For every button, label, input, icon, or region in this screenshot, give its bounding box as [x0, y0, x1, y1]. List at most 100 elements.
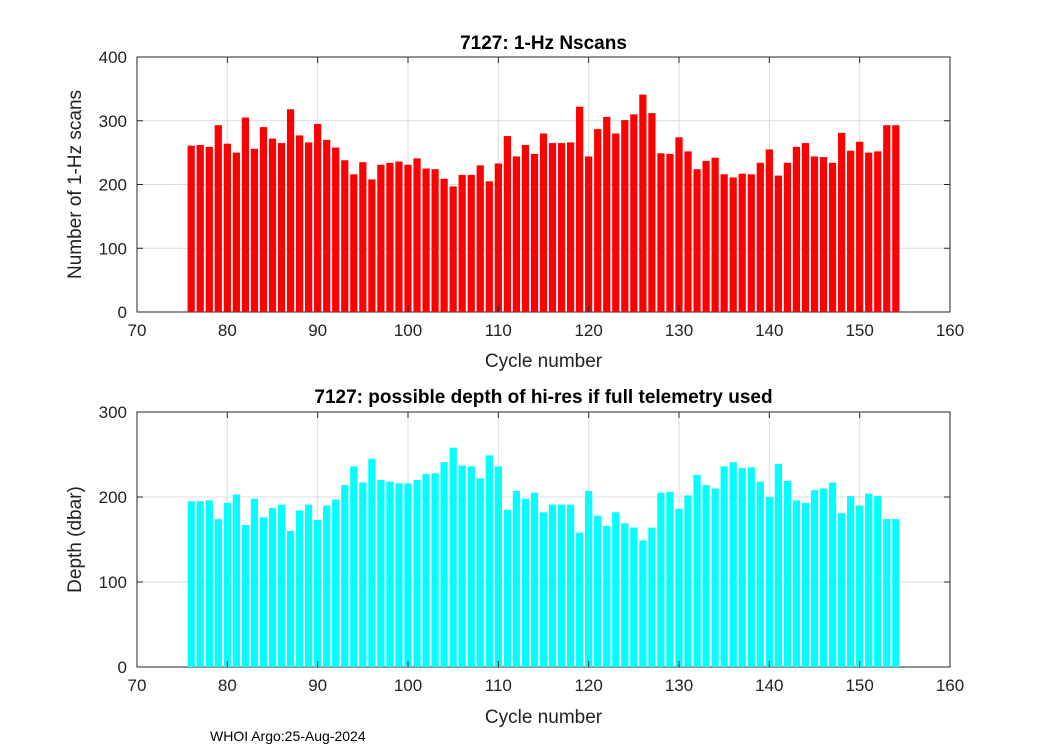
depth-bar — [223, 502, 231, 667]
nscans-bar — [223, 143, 231, 312]
depth-bar — [576, 532, 584, 667]
nscans-x-tick-label: 80 — [218, 321, 237, 340]
depth-chart-title: 7127: possible depth of hi-res if full t… — [314, 387, 772, 408]
depth-bar — [801, 502, 810, 667]
depth-bar — [205, 500, 213, 667]
nscans-x-tick-label: 160 — [936, 321, 964, 340]
nscans-x-tick-label: 70 — [128, 321, 147, 340]
nscans-bar — [386, 162, 394, 312]
nscans-bar — [359, 162, 367, 312]
nscans-bar — [332, 147, 340, 312]
depth-x-axis-label: Cycle number — [485, 707, 603, 728]
depth-bar — [286, 531, 295, 667]
nscans-bar — [341, 160, 349, 312]
nscans-bar — [819, 157, 828, 312]
nscans-x-tick-label: 140 — [755, 321, 783, 340]
depth-bar — [828, 482, 837, 667]
nscans-bar — [657, 153, 665, 312]
nscans-bar — [630, 114, 638, 312]
nscans-bar — [286, 109, 295, 313]
depth-bar — [711, 488, 719, 667]
depth-bar — [350, 466, 358, 667]
nscans-bar — [232, 152, 240, 312]
depth-bar — [738, 468, 746, 667]
nscans-bar — [314, 123, 322, 312]
depth-bar — [512, 491, 521, 667]
depth-bar — [539, 512, 548, 667]
depth-bar — [792, 500, 801, 667]
depth-y-tick-label: 100 — [99, 573, 127, 592]
depth-bar — [386, 481, 394, 667]
nscans-y-tick-label: 100 — [99, 239, 127, 258]
nscans-bar — [783, 162, 792, 312]
depth-bar — [431, 473, 439, 667]
depth-bar — [693, 474, 701, 667]
depth-bar — [359, 482, 367, 667]
nscans-chart-title: 7127: 1-Hz Nscans — [460, 33, 627, 54]
nscans-bar — [801, 143, 810, 312]
depth-x-tick-label: 80 — [218, 676, 237, 695]
depth-bar — [856, 505, 864, 667]
depth-bar — [395, 483, 403, 667]
depth-bars — [187, 447, 900, 667]
depth-bar — [458, 465, 466, 667]
depth-bar — [747, 467, 755, 667]
nscans-bar — [323, 139, 331, 312]
depth-bar — [837, 513, 846, 667]
depth-x-tick-label: 150 — [845, 676, 873, 695]
depth-bar — [774, 463, 782, 667]
nscans-bar — [350, 174, 358, 312]
nscans-bar — [756, 162, 764, 312]
nscans-bar — [648, 113, 656, 312]
depth-bar — [440, 462, 448, 667]
nscans-x-tick-label: 120 — [574, 321, 602, 340]
depth-bar — [323, 505, 331, 667]
nscans-x-axis-label: Cycle number — [485, 351, 603, 372]
nscans-bar — [295, 135, 304, 312]
depth-x-tick-label: 160 — [936, 676, 964, 695]
nscans-bar — [431, 169, 439, 312]
depth-bar — [892, 519, 900, 667]
depth-bar — [250, 498, 259, 667]
depth-bar — [476, 478, 484, 667]
depth-bar — [874, 496, 882, 667]
depth-bar — [196, 501, 204, 667]
depth-bar — [295, 510, 304, 667]
nscans-x-tick-label: 130 — [665, 321, 693, 340]
nscans-bars — [187, 94, 900, 313]
nscans-bar — [847, 150, 855, 312]
nscans-bar — [693, 169, 701, 312]
depth-bar — [259, 517, 268, 667]
nscans-bar — [621, 120, 629, 312]
nscans-bar — [666, 153, 674, 312]
depth-bar — [765, 497, 773, 667]
nscans-bar — [512, 156, 521, 312]
nscans-bar — [792, 146, 801, 312]
nscans-bar — [214, 125, 222, 313]
nscans-bar — [485, 181, 493, 312]
nscans-bar — [774, 175, 782, 312]
depth-bar — [503, 509, 511, 667]
depth-bar — [521, 498, 530, 667]
nscans-bar — [467, 174, 475, 312]
depth-bar — [530, 492, 539, 667]
depth-x-tick-label: 90 — [308, 676, 327, 695]
nscans-bar — [187, 145, 195, 312]
depth-y-ticks: 0 100 200 300 — [99, 403, 950, 677]
depth-x-tick-label: 110 — [485, 676, 512, 695]
nscans-bar — [675, 137, 683, 312]
depth-bar — [648, 527, 656, 667]
depth-bar — [847, 496, 855, 667]
depth-bar — [277, 504, 286, 667]
nscans-bar — [268, 138, 277, 312]
nscans-bar — [259, 127, 268, 312]
depth-bar — [621, 523, 629, 667]
depth-x-ticks: 70 80 90 100 110 120 130 140 150 160 — [128, 412, 964, 695]
nscans-bar — [548, 143, 557, 312]
nscans-bar — [377, 164, 385, 312]
depth-bar — [557, 504, 566, 667]
depth-bar — [883, 519, 891, 667]
depth-y-tick-label: 300 — [99, 403, 127, 422]
depth-x-tick-label: 130 — [665, 676, 693, 695]
nscans-bar — [747, 174, 755, 312]
